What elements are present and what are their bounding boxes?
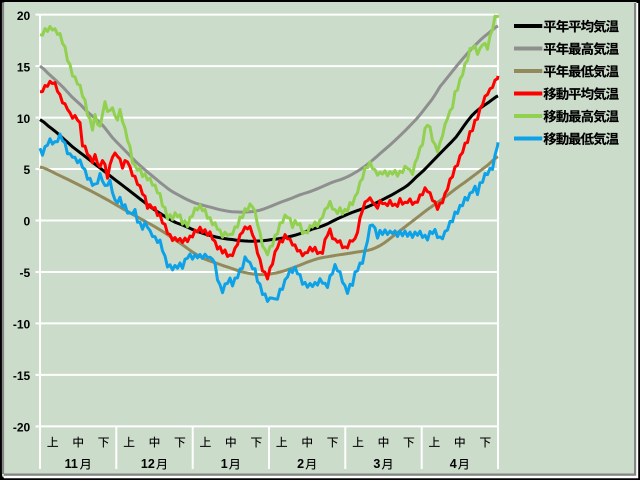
- svg-text:5: 5: [24, 163, 31, 177]
- svg-text:2: 2: [297, 457, 304, 471]
- svg-text:20: 20: [17, 9, 31, 23]
- svg-text:-20: -20: [13, 421, 31, 435]
- svg-text:3: 3: [373, 457, 380, 471]
- svg-text:12: 12: [141, 457, 155, 471]
- svg-text:15: 15: [17, 60, 31, 74]
- svg-text:-15: -15: [13, 369, 31, 383]
- svg-text:-10: -10: [13, 318, 31, 332]
- svg-text:1: 1: [221, 457, 228, 471]
- svg-text:0: 0: [24, 215, 31, 229]
- svg-text:4: 4: [450, 457, 457, 471]
- svg-text:-5: -5: [20, 266, 31, 280]
- svg-text:11: 11: [65, 457, 78, 471]
- svg-text:10: 10: [17, 112, 31, 126]
